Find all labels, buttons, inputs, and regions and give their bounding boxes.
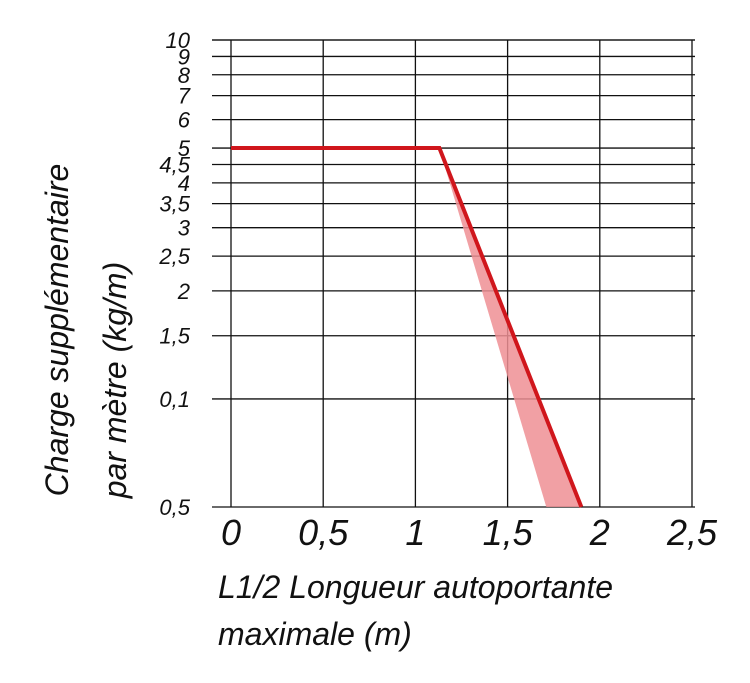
line xyxy=(231,146,584,508)
x-axis-label: L1/2 Longueur autoportante xyxy=(218,569,613,605)
y-tick-label: 6 xyxy=(178,108,191,133)
y-tick-label: 10 xyxy=(166,28,191,53)
x-tick-label: 2 xyxy=(589,512,610,553)
y-tick-label: 2 xyxy=(177,279,190,304)
y-tick-label: 9 xyxy=(178,44,190,69)
y-tick-label: 0,1 xyxy=(159,387,190,412)
y-tick-label: 5 xyxy=(178,136,191,161)
y-axis-label: Charge supplémentaire xyxy=(39,164,75,497)
x-axis-label: maximale (m) xyxy=(218,616,412,652)
x-tick-label: 0 xyxy=(221,512,241,553)
y-axis-label: par mètre (kg/m) xyxy=(97,262,133,499)
y-tick-label: 3 xyxy=(178,216,191,241)
y-tick-label: 2,5 xyxy=(158,244,190,269)
y-tick-label: 4 xyxy=(178,171,190,196)
y-tick-label: 4,5 xyxy=(159,152,190,177)
y-tick-label: 1,5 xyxy=(159,324,190,349)
x-tick-label: 1,5 xyxy=(483,512,534,553)
y-tick-label: 3,5 xyxy=(159,192,190,217)
y-tick-label: 0,5 xyxy=(159,495,190,520)
y-tick-label: 7 xyxy=(178,84,191,109)
x-tick-label: 0,5 xyxy=(298,512,349,553)
y-tick-label: 8 xyxy=(178,63,191,88)
x-tick-label: 1 xyxy=(405,512,425,553)
x-tick-label: 2,5 xyxy=(666,512,718,553)
